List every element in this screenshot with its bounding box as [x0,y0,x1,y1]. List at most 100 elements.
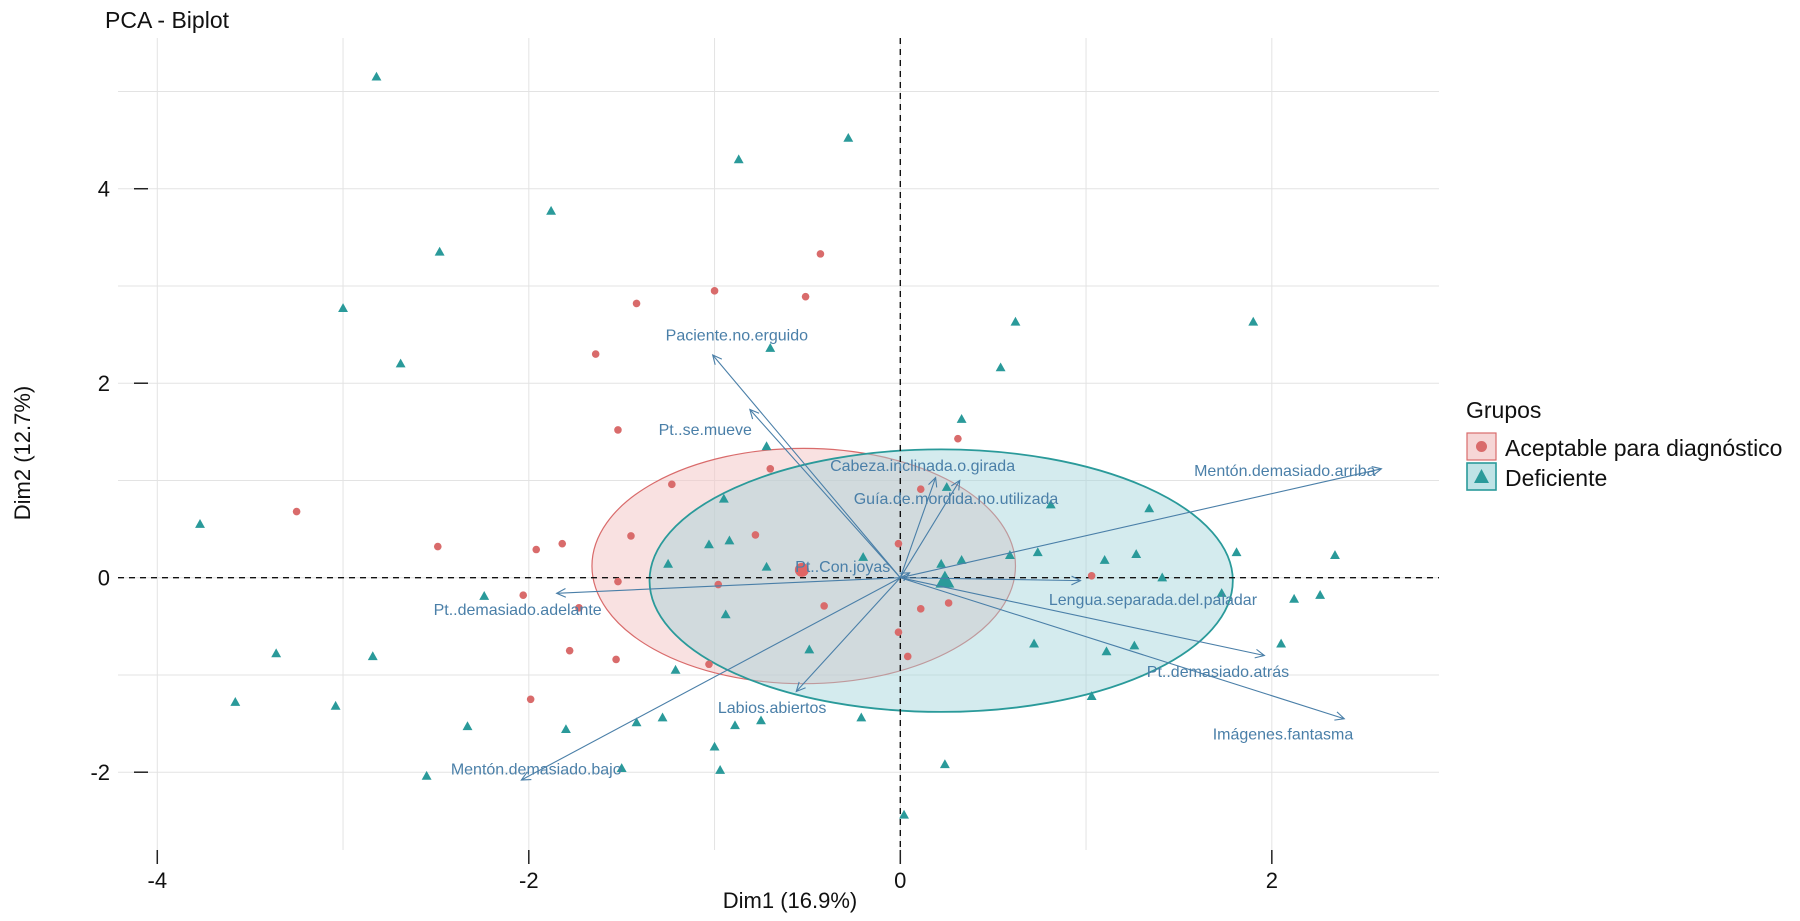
y-axis-ticks: -2 0 2 4 [90,177,148,785]
point-deficiente [657,712,668,722]
point-deficiente [936,558,947,568]
point-deficiente [843,132,854,142]
mean-point-aceptable [794,562,809,577]
point-deficiente [371,71,382,81]
point-deficiente [670,664,681,674]
variable-label: Mentón.demasiado.arriba [1194,463,1376,480]
point-aceptable [519,591,528,600]
point-aceptable [565,646,574,655]
point-deficiente [1289,593,1300,603]
point-deficiente [338,303,348,312]
arrowhead-1 [749,408,760,420]
point-aceptable [1087,571,1096,580]
arrow-8 [900,577,1265,657]
point-aceptable [614,426,622,434]
point-deficiente [1231,547,1242,557]
point-deficiente [330,700,341,710]
point-deficiente [715,765,726,774]
point-aceptable [668,480,676,489]
point-deficiente [761,561,772,571]
arrow-10 [795,577,901,692]
point-deficiente [1276,638,1287,648]
point-aceptable [705,660,713,669]
point-deficiente [761,441,772,451]
point-deficiente [395,358,406,368]
legend: Grupos Aceptable para diagnóstico Defici… [1466,397,1782,491]
x-axis-ticks: -4 -2 0 2 [148,850,1278,893]
point-aceptable [820,602,828,610]
arrow-9 [900,577,1345,720]
arrowhead-8 [1254,648,1266,659]
chart-title: PCA - Biplot [105,7,230,33]
x-tick-label: -4 [148,868,168,893]
point-aceptable [292,507,301,516]
point-deficiente [1101,646,1112,656]
arrow-0 [712,354,901,579]
point-deficiente [756,715,766,725]
y-axis-label: Dim2 (12.7%) [10,386,35,520]
point-deficiente [1099,555,1110,564]
arrowhead-9 [1334,711,1346,721]
variable-label: Pt..demasiado.adelante [434,602,602,619]
point-deficiente [1157,572,1168,582]
point-aceptable [801,292,810,301]
point-deficiente [230,696,241,706]
arrow-7 [900,577,1081,582]
variable-arrows: Paciente.no.erguido Pt..se.mueve Cabeza.in… [434,328,1383,781]
point-deficiente [856,712,867,722]
point-aceptable [916,605,925,613]
point-deficiente [709,741,720,751]
arrow-3 [899,480,961,578]
point-deficiente [1029,638,1039,648]
variable-label: Pt..Con.joyas [795,559,890,576]
arrowhead-2 [928,476,938,488]
variable-label: Imágenes.fantasma [1213,726,1354,743]
point-aceptable [751,531,760,539]
point-aceptable [954,434,962,443]
variable-label: Mentón.demasiado.bajo [451,761,622,778]
point-aceptable [575,604,583,612]
arrow-2 [899,477,937,578]
point-deficiente [1086,691,1097,700]
point-deficiente [367,651,378,661]
arrow-11 [521,577,901,781]
point-deficiente [718,493,729,503]
y-tick-label: 0 [98,566,110,591]
arrow-6 [556,577,901,594]
x-axis-label: Dim1 (16.9%) [723,888,857,913]
point-aceptable [612,655,620,664]
point-deficiente [434,246,445,256]
point-deficiente [733,154,744,164]
y-tick-label: 2 [98,371,110,396]
arrowhead-7 [1071,575,1082,586]
point-deficiente [765,343,776,352]
point-deficiente [195,519,205,528]
point-deficiente [899,809,909,819]
point-aceptable [916,485,925,494]
arrowhead-10 [795,681,806,693]
variable-label: Paciente.no.erguido [666,328,808,345]
variable-label: Lengua.separada.del.paladar [1049,592,1258,609]
y-tick-label: 4 [98,177,110,202]
legend-triangle-icon [1474,469,1489,483]
point-aceptable [558,539,567,548]
x-tick-label: 0 [894,868,906,893]
point-deficiente [631,717,642,727]
point-deficiente [421,770,432,780]
arrow-1 [749,409,901,579]
point-deficiente [720,609,731,619]
point-deficiente [271,648,282,658]
point-deficiente [1045,499,1056,509]
arrowhead-0 [711,354,723,365]
variable-label: Labios.abiertos [718,700,827,717]
point-deficiente [561,724,571,734]
point-deficiente [616,763,627,772]
point-aceptable [894,628,903,636]
point-deficiente [1330,550,1340,559]
x-tick-label: -2 [519,868,539,893]
variable-label: Cabeza.inclinada.o.girada [830,458,1015,475]
point-deficiente [462,721,473,731]
point-deficiente [1010,316,1021,326]
arrow-5 [900,572,910,579]
